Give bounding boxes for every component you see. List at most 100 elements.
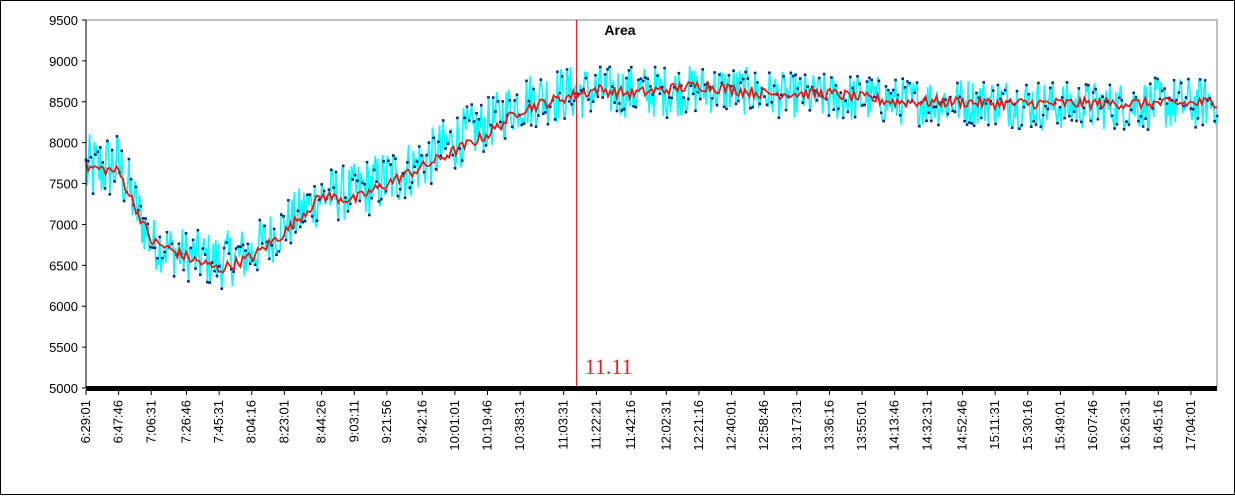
raw-point	[830, 76, 833, 79]
raw-point	[611, 85, 614, 88]
raw-point	[687, 98, 690, 101]
raw-point	[1037, 82, 1040, 85]
y-tick-label: 8000	[49, 136, 78, 151]
raw-point	[880, 112, 883, 115]
y-tick-label: 9500	[49, 13, 78, 28]
raw-point	[497, 100, 500, 103]
raw-point	[416, 160, 419, 163]
raw-point	[947, 113, 950, 116]
raw-point	[742, 78, 745, 81]
raw-point	[218, 265, 221, 268]
raw-point	[668, 96, 671, 99]
raw-point	[987, 124, 990, 127]
raw-point	[906, 80, 909, 83]
raw-point	[866, 80, 869, 83]
x-tick-label: 6:29:01	[78, 400, 93, 443]
x-tick-label: 12:02:31	[658, 400, 673, 451]
raw-point	[387, 160, 390, 163]
raw-point	[223, 247, 226, 250]
raw-point	[635, 106, 638, 109]
raw-point	[737, 100, 740, 103]
raw-point	[704, 83, 707, 86]
raw-point	[625, 77, 628, 80]
raw-point	[380, 198, 383, 201]
raw-point	[1109, 84, 1112, 87]
x-tick-label: 15:11:31	[987, 400, 1002, 450]
raw-point	[801, 101, 804, 104]
raw-point	[1199, 78, 1202, 81]
x-axis-line	[86, 386, 1217, 391]
raw-point	[720, 82, 723, 85]
plot-area	[86, 20, 1217, 388]
raw-point	[492, 96, 495, 99]
raw-point	[580, 89, 583, 92]
raw-point	[1123, 128, 1126, 131]
raw-point	[697, 91, 700, 94]
raw-point	[249, 262, 252, 265]
raw-point	[873, 96, 876, 99]
raw-point	[201, 247, 204, 250]
raw-point	[390, 163, 393, 166]
raw-point	[559, 92, 562, 95]
raw-point	[1004, 89, 1007, 92]
raw-point	[932, 106, 935, 109]
raw-point	[378, 200, 381, 203]
raw-point	[287, 199, 290, 202]
raw-point	[537, 114, 540, 117]
raw-point	[337, 219, 340, 222]
raw-point	[1090, 120, 1093, 123]
raw-point	[354, 174, 357, 177]
raw-point	[809, 109, 812, 112]
raw-point	[290, 242, 293, 245]
raw-point	[92, 192, 95, 195]
raw-point	[1061, 96, 1064, 99]
raw-point	[1035, 123, 1038, 126]
raw-point	[454, 167, 457, 170]
raw-point	[899, 114, 902, 117]
raw-point	[1132, 92, 1135, 95]
raw-point	[723, 106, 726, 109]
raw-point	[901, 77, 904, 80]
raw-point	[197, 229, 200, 232]
raw-point	[620, 109, 623, 112]
raw-point	[1018, 127, 1021, 130]
raw-point	[501, 100, 504, 103]
raw-point	[113, 180, 116, 183]
raw-point	[313, 185, 316, 188]
raw-point	[1125, 120, 1128, 123]
raw-point	[344, 196, 347, 199]
raw-point	[359, 200, 362, 203]
raw-point	[594, 74, 597, 77]
raw-point	[332, 186, 335, 189]
raw-point	[482, 150, 485, 153]
raw-point	[240, 246, 243, 249]
raw-point	[1201, 124, 1204, 127]
raw-point	[654, 66, 657, 69]
raw-point	[468, 119, 471, 122]
raw-point	[228, 252, 231, 255]
raw-point	[642, 80, 645, 83]
raw-point	[311, 215, 314, 218]
raw-point	[513, 99, 516, 102]
raw-point	[1030, 125, 1033, 128]
raw-point	[925, 120, 928, 123]
raw-point	[997, 84, 1000, 87]
raw-point	[120, 150, 123, 153]
raw-point	[530, 124, 533, 127]
raw-point	[1025, 84, 1028, 87]
raw-point	[1147, 128, 1150, 131]
raw-point	[930, 120, 933, 123]
raw-point	[623, 108, 626, 111]
raw-point	[159, 236, 162, 239]
raw-point	[349, 203, 352, 206]
raw-point	[1049, 87, 1052, 90]
raw-point	[1071, 119, 1074, 122]
raw-point	[616, 110, 619, 113]
raw-point	[185, 232, 188, 235]
raw-point	[935, 106, 938, 109]
raw-point	[544, 111, 547, 114]
raw-point	[1135, 96, 1138, 99]
raw-point	[147, 223, 150, 226]
raw-point	[980, 117, 983, 120]
raw-point	[690, 85, 693, 88]
